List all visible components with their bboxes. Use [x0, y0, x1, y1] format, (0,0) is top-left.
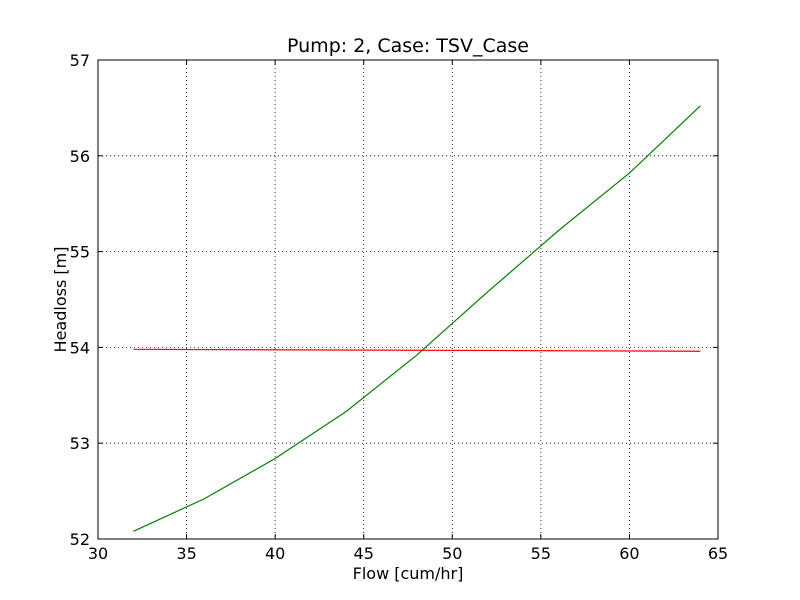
x-tick-label: 50: [442, 544, 462, 563]
series-line-2: [133, 348, 701, 352]
y-tick-label: 54: [70, 338, 90, 357]
x-axis-label: Flow [cum/hr]: [353, 564, 464, 583]
ticks: 30 35 40 45 50 55 60 65 52 53 54 55 56 57: [70, 51, 729, 563]
x-tick-label: 40: [265, 544, 285, 563]
x-tick-label: 30: [88, 544, 108, 563]
y-tick-label: 52: [70, 530, 90, 549]
series-line-1: [133, 105, 701, 532]
y-axis-label: Headloss [m]: [51, 247, 70, 353]
x-tick-label: 55: [531, 544, 551, 563]
x-tick-label: 65: [708, 544, 728, 563]
x-tick-label: 45: [354, 544, 374, 563]
plot-frame: [97, 59, 719, 540]
y-tick-label: 55: [70, 243, 90, 262]
x-tick-label: 35: [176, 544, 196, 563]
chart-title: Pump: 2, Case: TSV_Case: [287, 35, 529, 57]
y-tick-label: 57: [70, 51, 90, 70]
y-tick-label: 53: [70, 434, 90, 453]
y-tick-label: 56: [70, 147, 90, 166]
x-tick-label: 60: [619, 544, 639, 563]
series-layer: [133, 105, 701, 532]
